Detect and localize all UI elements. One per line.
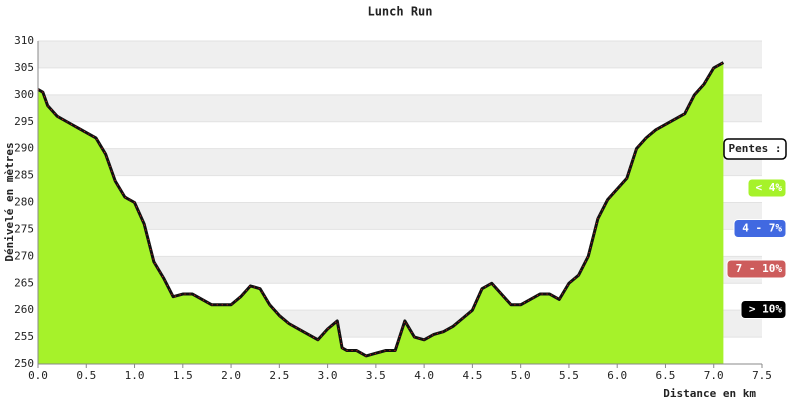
legend-title-box: Pentes :	[723, 138, 787, 160]
legend-title-bg	[723, 138, 787, 160]
grid-band	[38, 94, 762, 122]
x-tick-label: 1.5	[173, 369, 193, 382]
x-tick-label: 2.5	[269, 369, 289, 382]
elevation-line-accent	[37, 62, 724, 357]
x-tick-label: 5.5	[559, 369, 579, 382]
legend-swatch	[726, 259, 787, 279]
y-tick-label: 280	[14, 196, 34, 209]
y-axis-label: Dénivelé en mètres	[3, 142, 16, 261]
y-tick-label: 255	[14, 330, 34, 343]
y-tick-label: 295	[14, 115, 34, 128]
x-tick-label: 6.5	[656, 369, 676, 382]
y-tick-label: 300	[14, 88, 34, 101]
x-tick-label: 5.0	[511, 369, 531, 382]
x-tick-label: 7.0	[704, 369, 724, 382]
legend-swatch	[733, 219, 787, 238]
x-tick-label: 6.0	[607, 369, 627, 382]
x-tick-label: 7.5	[752, 369, 772, 382]
elevation-area	[38, 62, 724, 365]
y-tick-label: 310	[14, 34, 34, 47]
x-tick-label: 3.0	[318, 369, 338, 382]
x-tick-label: 4.5	[462, 369, 482, 382]
x-tick-label: 4.0	[414, 369, 434, 382]
x-tick-label: 1.0	[125, 369, 145, 382]
x-tick-label: 0.0	[28, 369, 48, 382]
y-tick-label: 290	[14, 142, 34, 155]
x-tick-label: 3.5	[366, 369, 386, 382]
x-tick-label: 0.5	[76, 369, 96, 382]
y-tick-label: 260	[14, 303, 34, 316]
x-tick-label: 2.0	[221, 369, 241, 382]
y-tick-label: 265	[14, 276, 34, 289]
grid-band	[38, 41, 762, 68]
y-tick-label: 275	[14, 222, 34, 235]
x-axis-label: Distance en km	[663, 387, 756, 400]
y-tick-label: 270	[14, 249, 34, 262]
legend-label: 7 - 10%	[736, 262, 783, 275]
chart-title: Lunch Run	[367, 5, 432, 19]
legend-label: > 10%	[749, 303, 782, 316]
y-tick-label: 250	[14, 357, 34, 370]
legend-swatch	[747, 178, 787, 198]
y-tick-label: 285	[14, 169, 34, 182]
legend-label: < 4%	[756, 181, 783, 194]
y-tick-label: 305	[14, 61, 34, 74]
legend-swatch	[740, 300, 787, 319]
legend-title: Pentes :	[729, 142, 782, 155]
legend-label: 4 - 7%	[742, 222, 782, 235]
